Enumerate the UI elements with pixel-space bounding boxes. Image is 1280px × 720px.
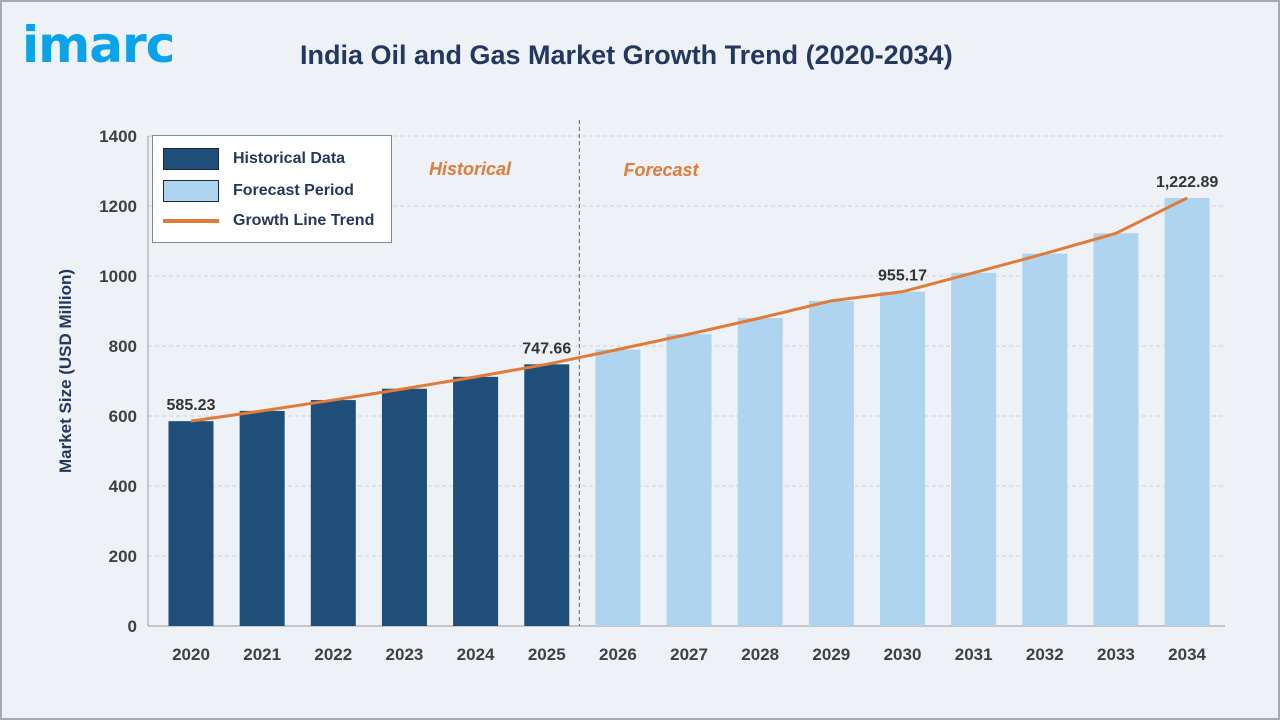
x-tick-label: 2024 bbox=[457, 645, 495, 664]
bar-2029 bbox=[808, 300, 854, 626]
legend-label: Growth Line Trend bbox=[233, 212, 375, 229]
bar-2025 bbox=[524, 364, 570, 626]
bar-2031 bbox=[951, 272, 997, 626]
legend-item-historical: Historical Data bbox=[163, 148, 345, 170]
x-tick-label: 2028 bbox=[741, 645, 779, 664]
y-tick-label: 0 bbox=[128, 617, 137, 636]
legend-label: Historical Data bbox=[233, 150, 346, 167]
data-label-2025: 747.66 bbox=[522, 340, 571, 357]
x-tick-label: 2022 bbox=[314, 645, 352, 664]
y-tick-label: 1200 bbox=[99, 197, 137, 216]
bar-2034 bbox=[1164, 197, 1210, 626]
x-tick-label: 2027 bbox=[670, 645, 708, 664]
y-tick-label: 400 bbox=[109, 477, 137, 496]
x-tick-label: 2029 bbox=[812, 645, 850, 664]
bar-2032 bbox=[1022, 253, 1068, 626]
bar-2028 bbox=[737, 318, 783, 626]
bar-2023 bbox=[381, 388, 427, 626]
imarc-logo: imarc bbox=[22, 16, 175, 74]
bar-2033 bbox=[1093, 233, 1139, 627]
x-tick-label: 2023 bbox=[386, 645, 424, 664]
bar-2030 bbox=[880, 291, 925, 626]
bar-2026 bbox=[595, 349, 641, 626]
legend-swatch-line bbox=[163, 219, 219, 223]
y-tick-label: 600 bbox=[109, 407, 137, 426]
legend-item-growth-line: Growth Line Trend bbox=[163, 212, 374, 230]
growth-trend-line bbox=[190, 196, 1188, 423]
chart-title: India Oil and Gas Market Growth Trend (2… bbox=[300, 40, 953, 70]
x-tick-label: 2030 bbox=[884, 645, 922, 664]
x-tick-label: 2032 bbox=[1026, 645, 1064, 664]
x-tick-label: 2033 bbox=[1097, 645, 1135, 664]
y-tick-label: 1000 bbox=[99, 267, 137, 286]
y-tick-label: 200 bbox=[109, 547, 137, 566]
x-tick-label: 2034 bbox=[1168, 645, 1206, 664]
x-tick-label: 2021 bbox=[243, 645, 281, 664]
legend-swatch-forecast bbox=[163, 180, 219, 202]
legend-swatch-historical bbox=[163, 148, 219, 170]
forecast-annotation: Forecast bbox=[623, 160, 699, 180]
legend-label: Forecast Period bbox=[233, 182, 354, 199]
bar-2022 bbox=[310, 400, 356, 626]
chart-legend: Historical Data Forecast Period Growth L… bbox=[152, 135, 392, 243]
bar-2021 bbox=[239, 410, 285, 626]
data-label-2020: 585.23 bbox=[167, 397, 216, 414]
data-label-2030: 955.17 bbox=[878, 268, 927, 285]
y-tick-label: 1400 bbox=[99, 127, 137, 146]
x-tick-label: 2025 bbox=[528, 645, 566, 664]
historical-annotation: Historical bbox=[429, 159, 512, 179]
bar-2027 bbox=[666, 334, 712, 626]
x-tick-label: 2020 bbox=[172, 645, 210, 664]
y-tick-label: 800 bbox=[109, 337, 137, 356]
bar-2020 bbox=[168, 421, 214, 626]
data-label-2034: 1,222.89 bbox=[1156, 174, 1218, 191]
x-tick-label: 2031 bbox=[955, 645, 993, 664]
y-axis-label: Market Size (USD Million) bbox=[56, 269, 75, 473]
bar-2024 bbox=[453, 376, 499, 626]
legend-item-forecast: Forecast Period bbox=[163, 180, 354, 202]
x-tick-label: 2026 bbox=[599, 645, 637, 664]
